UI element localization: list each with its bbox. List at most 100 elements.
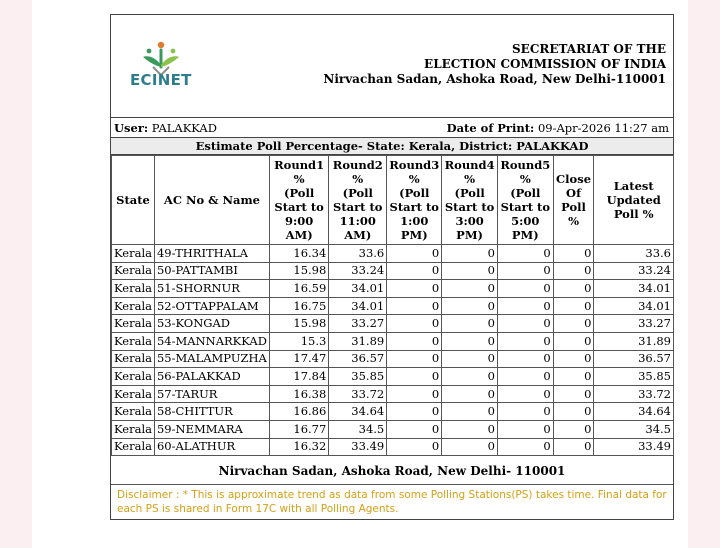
- cell-r3: 0: [386, 384, 443, 404]
- header-line: Poll %: [561, 200, 586, 228]
- cell-close: 0: [552, 402, 595, 421]
- table-body: Kerala 49-THRITHALA 16.34 33.6 0 0 0 0 33.6 Keral…: [111, 244, 674, 457]
- cell-state: Kerala: [111, 437, 155, 457]
- cell-r2: 31.89: [328, 331, 388, 351]
- table-row: Kerala 50-PATTAMBI 15.98 33.24 0 0 0 0 33.24: [111, 261, 674, 281]
- cell-r2: 34.64: [328, 402, 388, 421]
- cell-ac: 51-SHORNUR: [153, 279, 270, 298]
- cell-r5: 0: [496, 314, 554, 333]
- cell-r3: 0: [386, 331, 443, 351]
- cell-r1: 16.86: [268, 402, 330, 421]
- cell-latest: 34.01: [593, 296, 674, 316]
- cell-state: Kerala: [111, 314, 155, 333]
- cell-r5: 0: [496, 402, 554, 421]
- cell-close: 0: [552, 367, 595, 386]
- table-row: Kerala 58-CHITTUR 16.86 34.64 0 0 0 0 34.64: [111, 402, 674, 421]
- footer-address: Nirvachan Sadan, Ashoka Road, New Delhi-…: [218, 464, 566, 478]
- cell-r2: 34.5: [328, 419, 388, 439]
- cell-r5: 0: [496, 419, 554, 439]
- cell-state: Kerala: [111, 244, 155, 263]
- cell-ac: 53-KONGAD: [153, 314, 270, 333]
- cell-latest: 33.72: [593, 384, 674, 404]
- cell-close: 0: [552, 261, 595, 281]
- cell-r5: 0: [496, 296, 554, 316]
- header-line: (Poll: [342, 186, 373, 200]
- cell-r4: 0: [441, 296, 498, 316]
- header-line: AM): [344, 228, 372, 242]
- cell-state: Kerala: [111, 349, 155, 369]
- cell-close: 0: [552, 244, 595, 263]
- cell-r3: 0: [386, 349, 443, 369]
- cell-r4: 0: [441, 314, 498, 333]
- cell-ac: 50-PATTAMBI: [153, 261, 270, 281]
- cell-r2: 34.01: [328, 296, 388, 316]
- header-line: %: [464, 172, 476, 186]
- header-line: Start to: [333, 200, 383, 214]
- cell-close: 0: [552, 331, 595, 351]
- table-row: Kerala 57-TARUR 16.38 33.72 0 0 0 0 33.72: [111, 384, 674, 404]
- cell-latest: 34.64: [593, 402, 674, 421]
- cell-r1: 16.59: [268, 279, 330, 298]
- cell-close: 0: [552, 384, 595, 404]
- header-line: %: [519, 172, 531, 186]
- cell-r3: 0: [386, 367, 443, 386]
- table-row: Kerala 54-MANNARKKAD 15.3 31.89 0 0 0 0 31.89: [111, 331, 674, 351]
- page-sheet: ECINET SECRETARIAT OF THE ELECTION COMMI…: [32, 0, 688, 548]
- cell-r3: 0: [386, 314, 443, 333]
- cell-close: 0: [552, 279, 595, 298]
- cell-r5: 0: [496, 384, 554, 404]
- header-line: Start to: [274, 200, 324, 214]
- header-line: PM): [511, 228, 539, 242]
- cell-state: Kerala: [111, 279, 155, 298]
- user-value: PALAKKAD: [151, 121, 217, 135]
- user-label: User:: [114, 121, 149, 135]
- header-line: (Poll: [510, 186, 541, 200]
- cell-latest: 34.5: [593, 419, 674, 439]
- cell-r1: 16.38: [268, 384, 330, 404]
- col-ac: AC No & Name: [153, 155, 270, 245]
- cell-ac: 59-NEMMARA: [153, 419, 270, 439]
- cell-ac: 56-PALAKKAD: [153, 367, 270, 386]
- cell-r4: 0: [441, 437, 498, 457]
- cell-r2: 36.57: [328, 349, 388, 369]
- org-line-3: Nirvachan Sadan, Ashoka Road, New Delhi-…: [323, 72, 666, 86]
- cell-r1: 15.3: [268, 331, 330, 351]
- cell-latest: 34.01: [593, 279, 674, 298]
- table-row: Kerala 56-PALAKKAD 17.84 35.85 0 0 0 0 35.85: [111, 367, 674, 386]
- print-label: Date of Print:: [446, 121, 535, 135]
- table-row: Kerala 60-ALATHUR 16.32 33.49 0 0 0 0 33.49: [111, 437, 674, 457]
- header-line: Start to: [500, 200, 551, 214]
- table-row: Kerala 52-OTTAPPALAM 16.75 34.01 0 0 0 0 34.01: [111, 296, 674, 316]
- header-line: (Poll: [284, 186, 315, 200]
- cell-state: Kerala: [111, 402, 155, 421]
- header-line: Round4: [444, 158, 495, 172]
- header-line: Round3: [389, 158, 440, 172]
- cell-r3: 0: [386, 244, 443, 263]
- cell-latest: 33.27: [593, 314, 674, 333]
- cell-ac: 52-OTTAPPALAM: [153, 296, 270, 316]
- org-line-1: SECRETARIAT OF THE: [512, 42, 666, 56]
- cell-r1: 16.75: [268, 296, 330, 316]
- header-line: Updated: [606, 193, 661, 207]
- table-row: Kerala 49-THRITHALA 16.34 33.6 0 0 0 0 33.6: [111, 244, 674, 263]
- cell-close: 0: [552, 349, 595, 369]
- cell-r2: 33.6: [328, 244, 388, 263]
- header-line: 5:00: [511, 214, 540, 228]
- col-round3: Round3% (Poll Start to 1:00 PM): [386, 155, 443, 245]
- user-info: User: PALAKKAD: [114, 121, 217, 135]
- col-round1: Round1% (Poll Start to 9:00 AM): [268, 155, 330, 245]
- cell-r1: 15.98: [268, 314, 330, 333]
- cell-r1: 16.77: [268, 419, 330, 439]
- cell-state: Kerala: [111, 261, 155, 281]
- header-line: Poll %: [613, 207, 654, 221]
- cell-latest: 33.49: [593, 437, 674, 457]
- header-line: Round1: [274, 158, 325, 172]
- col-round5: Round5% (Poll Start to 5:00 PM): [496, 155, 554, 245]
- header-line: Of: [566, 186, 582, 200]
- cell-latest: 36.57: [593, 349, 674, 369]
- cell-latest: 35.85: [593, 367, 674, 386]
- cell-latest: 33.24: [593, 261, 674, 281]
- col-latest: Latest Updated Poll %: [593, 155, 674, 245]
- cell-ac: 49-THRITHALA: [153, 244, 270, 263]
- print-value: 09-Apr-2026 11:27 am: [537, 121, 669, 135]
